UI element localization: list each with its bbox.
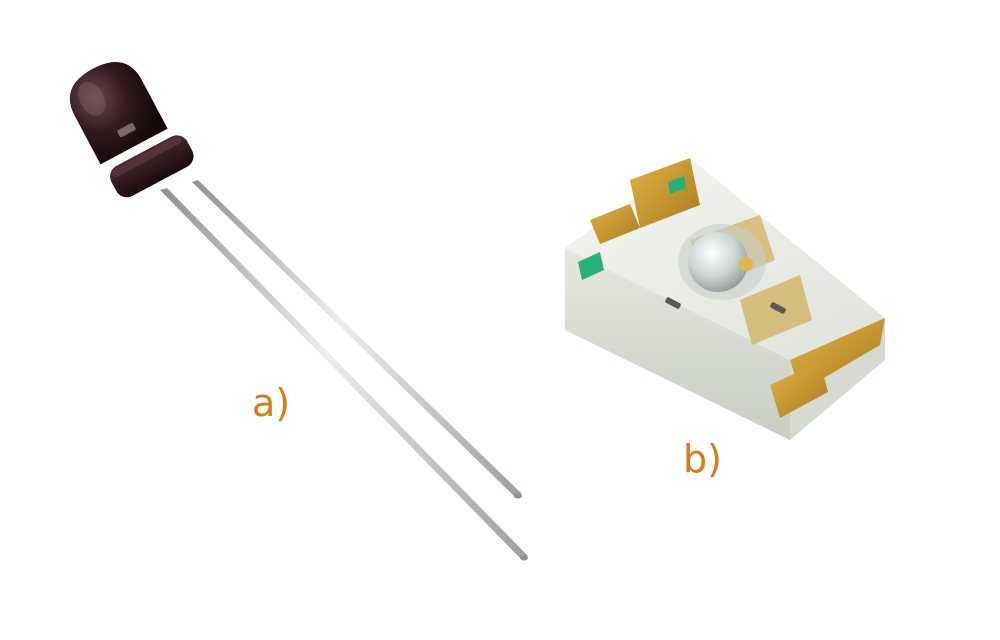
component-leads [160, 180, 528, 561]
caption-a: a) [252, 381, 291, 425]
through-hole-photodiode [69, 62, 528, 561]
smd-photodiode [565, 158, 885, 440]
component-flange [110, 135, 194, 198]
marker-green-left [578, 252, 604, 280]
component-dome [69, 62, 168, 165]
caption-b: b) [683, 437, 722, 481]
die-contact [739, 257, 753, 271]
lens [688, 232, 748, 292]
marker-green-top [668, 176, 686, 194]
gold-pad-top [630, 158, 700, 228]
